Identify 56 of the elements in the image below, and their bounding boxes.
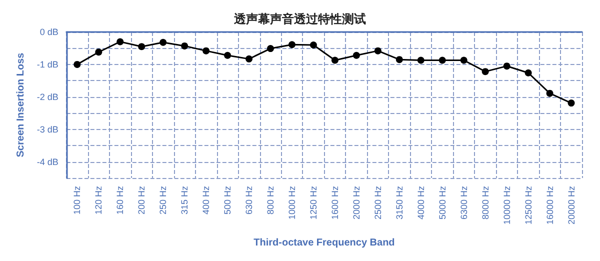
x-tick-label: 20000 Hz — [566, 186, 576, 225]
x-tick-label: 2500 Hz — [372, 186, 383, 220]
y-tick-label: 0 dB — [40, 27, 58, 37]
x-tick-label: 160 Hz — [115, 186, 126, 215]
y-axis-title: Screen Insertion Loss — [16, 52, 26, 158]
x-tick-label: 1600 Hz — [330, 186, 340, 220]
point — [503, 62, 510, 70]
x-tick-label: 630 Hz — [244, 186, 254, 215]
x-tick-label: 100 Hz — [72, 186, 82, 215]
point — [374, 47, 382, 54]
x-tick-label: 2000 Hz — [351, 186, 362, 220]
y-tick-label: -4 dB — [36, 156, 58, 167]
point — [267, 45, 274, 52]
x-tick-label: 250 Hz — [158, 186, 168, 215]
point — [202, 47, 210, 54]
point — [138, 43, 146, 50]
x-tick-label: 5000 Hz — [437, 186, 448, 220]
x-tick-label: 400 Hz — [201, 186, 212, 215]
point — [352, 52, 360, 59]
point — [546, 90, 554, 97]
point — [524, 69, 532, 76]
x-tick-label: 1000 Hz — [286, 186, 297, 220]
x-tick-label: 12500 Hz — [523, 186, 534, 225]
chart-title: 透声幕声音透过特性测试 — [233, 12, 366, 26]
x-tick-label: 120 Hz — [94, 186, 104, 215]
point — [246, 55, 253, 62]
point — [438, 56, 446, 64]
x-tick-label: 6300 Hz — [458, 186, 469, 220]
x-tick-label: 16000 Hz — [544, 186, 555, 225]
point — [116, 38, 124, 46]
x-tick-label: 4000 Hz — [416, 186, 426, 220]
x-axis-title: Third-octave Frequency Band — [254, 238, 395, 248]
x-tick-label: 200 Hz — [136, 186, 147, 215]
y-tick-label: -2 dB — [36, 92, 58, 102]
x-tick-label: 1250 Hz — [308, 186, 318, 220]
point — [74, 60, 81, 68]
x-tick-label: 500 Hz — [222, 186, 233, 215]
y-tick-label: -3 dB — [36, 124, 58, 134]
point — [181, 42, 188, 50]
x-tick-label: 10000 Hz — [502, 186, 512, 225]
point — [460, 56, 468, 64]
point — [568, 100, 575, 107]
point — [288, 41, 296, 48]
x-tick-label: 800 Hz — [266, 186, 276, 215]
y-tick-label: -1 dB — [36, 59, 58, 70]
point — [95, 48, 102, 56]
x-tick-label: 8000 Hz — [480, 186, 490, 220]
point — [482, 68, 489, 76]
point — [160, 38, 167, 46]
point — [396, 56, 403, 64]
x-tick-label: 315 Hz — [180, 186, 190, 215]
point — [331, 56, 338, 64]
point — [417, 56, 424, 64]
point — [224, 52, 232, 59]
x-tick-label: 3150 Hz — [394, 186, 404, 220]
point — [310, 41, 317, 48]
